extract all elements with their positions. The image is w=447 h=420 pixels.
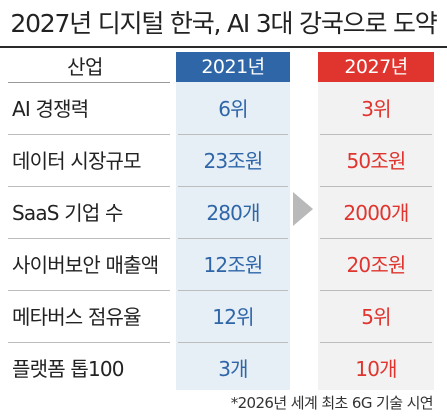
chart-title: 2027년 디지털 한국, AI 3대 강국으로 도약 [10, 9, 437, 38]
value-2027: 2000개 [343, 201, 409, 225]
column-header-industry: 산업 [67, 55, 103, 79]
table-row: 플랫폼 톱100 3개 10개 [0, 343, 447, 395]
row-label: 데이터 시장규모 [12, 149, 142, 173]
value-2021: 23조원 [203, 149, 263, 173]
row-divider [178, 134, 288, 135]
row-divider [178, 342, 288, 343]
row-divider [320, 238, 432, 239]
row-divider [178, 186, 288, 187]
row-divider [8, 186, 170, 187]
value-2021: 3개 [218, 357, 248, 381]
value-2027: 5위 [361, 305, 391, 329]
row-divider [8, 342, 170, 343]
value-2021: 280개 [206, 201, 260, 225]
table-row: AI 경쟁력 6위 3위 [0, 83, 447, 135]
title-divider [0, 46, 447, 48]
row-divider [8, 134, 170, 135]
column-2021-background [176, 78, 290, 390]
row-label: 플랫폼 톱100 [12, 357, 125, 381]
value-2021: 6위 [218, 97, 248, 121]
table-row: 메타버스 점유율 12위 5위 [0, 291, 447, 343]
row-divider [320, 134, 432, 135]
column-2027-background [318, 78, 434, 390]
row-divider [178, 238, 288, 239]
row-divider [320, 342, 432, 343]
row-label: 사이버보안 매출액 [12, 253, 159, 277]
row-label: 메타버스 점유율 [12, 305, 142, 329]
value-2027: 3위 [361, 97, 391, 121]
row-divider [320, 186, 432, 187]
row-label: SaaS 기업 수 [12, 201, 123, 225]
value-2027: 20조원 [346, 253, 406, 277]
footnote: *2026년 세계 최초 6G 기술 시연 [230, 394, 434, 412]
value-2021: 12위 [212, 305, 254, 329]
row-label: AI 경쟁력 [12, 97, 89, 121]
value-2027: 50조원 [346, 149, 406, 173]
row-divider [8, 290, 170, 291]
row-divider [8, 238, 170, 239]
triangle-right-icon [293, 192, 313, 226]
row-divider [178, 290, 288, 291]
table-row: SaaS 기업 수 280개 2000개 [0, 187, 447, 239]
table-row: 데이터 시장규모 23조원 50조원 [0, 135, 447, 187]
header-divider [8, 82, 170, 83]
column-header-2027: 2027년 [318, 52, 434, 82]
column-header-2021: 2021년 [176, 52, 290, 82]
value-2027: 10개 [355, 357, 397, 381]
row-divider [320, 290, 432, 291]
table-row: 사이버보안 매출액 12조원 20조원 [0, 239, 447, 291]
value-2021: 12조원 [203, 253, 263, 277]
